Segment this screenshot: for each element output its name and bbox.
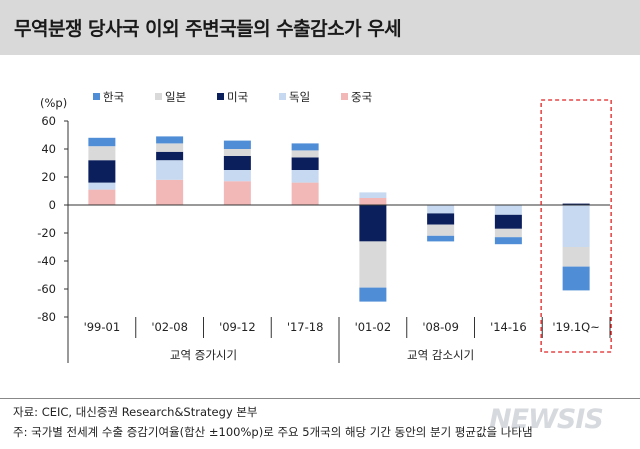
bar-segment bbox=[359, 241, 387, 288]
legend-swatch bbox=[93, 93, 100, 100]
bar-segment bbox=[291, 157, 319, 170]
bar-segment bbox=[156, 179, 184, 205]
x-tick-label: '17-18 bbox=[287, 320, 324, 334]
title-bar: 무역분쟁 당사국 이외 주변국들의 수출감소가 우세 bbox=[0, 0, 640, 55]
bar-segment bbox=[359, 192, 387, 198]
bar-segment bbox=[88, 146, 116, 161]
legend-swatch bbox=[279, 93, 286, 100]
x-tick-label: '02-08 bbox=[151, 320, 188, 334]
x-tick-label: '08-09 bbox=[422, 320, 459, 334]
y-tick-label: 40 bbox=[41, 142, 56, 156]
highlight-box bbox=[540, 99, 612, 353]
y-tick-label: 0 bbox=[49, 198, 56, 212]
y-tick-label: 20 bbox=[41, 170, 56, 184]
legend-swatch bbox=[217, 93, 224, 100]
bar-segment bbox=[562, 203, 590, 205]
legend-label: 독일 bbox=[289, 90, 310, 104]
bar-segment bbox=[427, 205, 455, 214]
bar-segment bbox=[291, 143, 319, 151]
bar-segment bbox=[291, 170, 319, 183]
legend-label: 일본 bbox=[165, 90, 186, 104]
x-tick-label: '14-16 bbox=[490, 320, 527, 334]
bar-segment bbox=[223, 156, 251, 170]
y-tick-label: -60 bbox=[37, 282, 56, 296]
bar-segment bbox=[156, 143, 184, 152]
bar-segment bbox=[156, 136, 184, 144]
x-tick-label: '99-01 bbox=[84, 320, 121, 334]
watermark-logo: NEWSIS bbox=[489, 404, 604, 435]
stacked-bar-chart: 60 40 20 0 -20 -40 -60 -80 (%p) '99-01 '02-08 '09-1… bbox=[37, 90, 612, 363]
legend-swatch bbox=[341, 93, 348, 100]
chart-title: 무역분쟁 당사국 이외 주변국들의 수출감소가 우세 bbox=[14, 18, 402, 40]
bar-segment bbox=[562, 266, 590, 291]
footnote: 주: 국가별 전세계 수출 증감기여율(합산 ±100%p)로 주요 5개국의 … bbox=[13, 425, 533, 439]
bar-segment bbox=[359, 198, 387, 205]
bar-segment bbox=[223, 140, 251, 149]
legend-swatch bbox=[155, 93, 162, 100]
y-axis-unit: (%p) bbox=[40, 96, 67, 110]
x-tick-label: '09-12 bbox=[219, 320, 256, 334]
bar-segment bbox=[359, 205, 387, 242]
x-tick-label: '01-02 bbox=[355, 320, 392, 334]
bar-segment bbox=[427, 213, 455, 225]
bar-segment bbox=[562, 247, 590, 267]
y-tick-label: -40 bbox=[37, 254, 56, 268]
footer-divider bbox=[0, 398, 640, 399]
y-tick-label: 60 bbox=[41, 114, 56, 128]
bar-segment bbox=[88, 182, 116, 190]
x-tick-label: '19.1Q~ bbox=[552, 320, 599, 334]
bar-segment bbox=[223, 170, 251, 182]
bar-segment bbox=[291, 182, 319, 205]
legend-label: 한국 bbox=[103, 90, 124, 104]
bar-segment bbox=[427, 235, 455, 242]
y-tick-label: -80 bbox=[37, 310, 56, 324]
legend-label: 중국 bbox=[351, 90, 372, 104]
bar-segment bbox=[156, 160, 184, 180]
bar-segment bbox=[494, 228, 522, 238]
bar-segment bbox=[359, 287, 387, 302]
group-label: 교역 감소시기 bbox=[407, 348, 474, 362]
bar-segment bbox=[88, 160, 116, 183]
bar-segment bbox=[494, 214, 522, 229]
bar-segment bbox=[156, 151, 184, 161]
bar-segment bbox=[427, 224, 455, 236]
y-tick-label: -20 bbox=[37, 226, 56, 240]
bar-segment bbox=[223, 181, 251, 205]
bar-segment bbox=[494, 205, 522, 215]
bar-segment bbox=[291, 150, 319, 158]
bar-segment bbox=[562, 205, 590, 247]
bar-segment bbox=[223, 149, 251, 156]
source-note: 자료: CEIC, 대신증권 Research&Strategy 본부 bbox=[13, 405, 258, 419]
bar-segment bbox=[88, 189, 116, 205]
bar-segment bbox=[494, 237, 522, 245]
legend-label: 미국 bbox=[227, 90, 248, 104]
group-label: 교역 증가시기 bbox=[170, 348, 237, 362]
bar-segment bbox=[88, 137, 116, 147]
